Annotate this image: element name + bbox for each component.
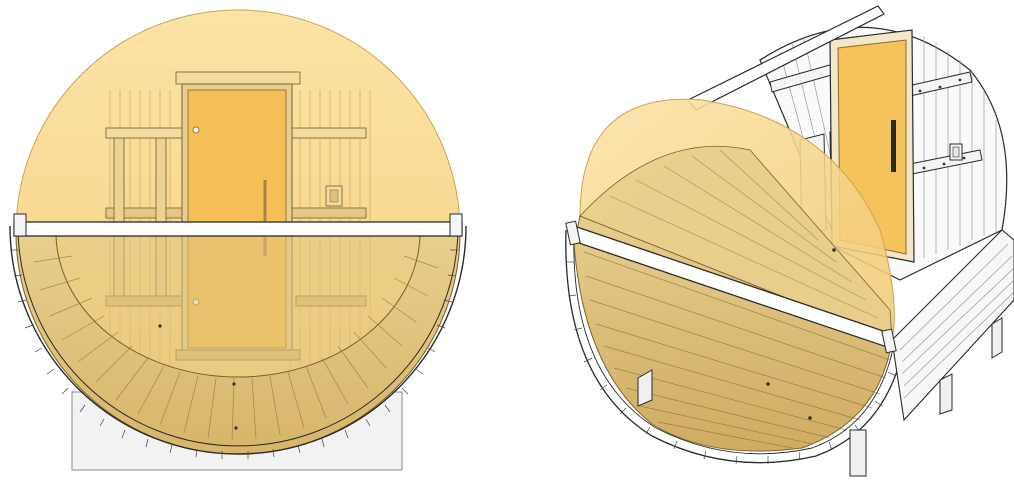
door-handle	[891, 120, 896, 172]
side-staves	[891, 229, 1014, 422]
section-cut-beam	[13, 221, 463, 237]
base-support	[637, 317, 1003, 477]
outer-staves	[9, 225, 467, 459]
iso-view-drawing	[565, 5, 1014, 477]
barrel-sauna-front-view	[0, 0, 490, 485]
door-hinge-top	[192, 126, 200, 134]
barrel-sauna-isometric-view	[540, 0, 1014, 485]
floor-shell	[15, 232, 461, 455]
outer-staves	[565, 229, 905, 465]
floor-shell	[573, 145, 893, 452]
door-header	[175, 71, 301, 85]
front-view-drawing	[9, 9, 467, 471]
